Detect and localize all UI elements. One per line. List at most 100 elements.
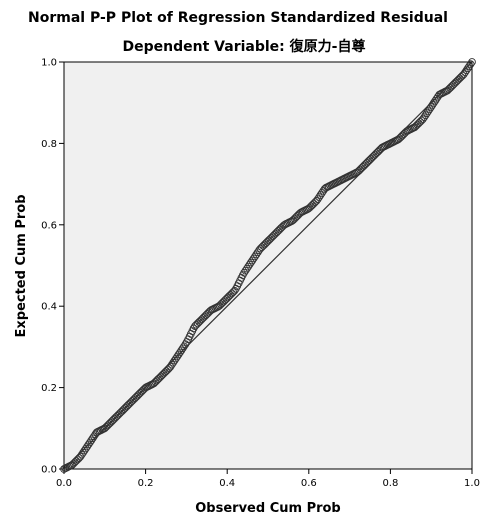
x-tick-label: 0.4 <box>219 478 235 489</box>
data-point <box>271 229 280 238</box>
data-point <box>289 216 298 224</box>
data-point <box>260 240 269 249</box>
data-point <box>259 241 268 250</box>
data-point <box>307 202 315 211</box>
data-point <box>227 289 236 298</box>
data-point <box>267 233 276 242</box>
data-point <box>83 442 92 451</box>
data-point <box>116 409 124 418</box>
data-point <box>203 310 212 318</box>
chart-title: Normal P-P Plot of Regression Standardiz… <box>28 10 448 26</box>
data-point <box>133 391 142 400</box>
y-axis-ticks: 0.0 0.2 0.4 0.6 0.8 1.0 <box>41 58 64 476</box>
data-point <box>172 354 180 363</box>
x-tick-label: 0.8 <box>382 478 398 489</box>
data-point <box>268 232 277 241</box>
data-point <box>72 456 81 465</box>
data-point <box>221 296 229 305</box>
data-point <box>304 204 313 213</box>
data-point <box>136 388 145 397</box>
data-point <box>114 410 123 419</box>
data-point <box>191 322 199 330</box>
data-point <box>356 165 364 174</box>
data-point <box>150 379 158 388</box>
data-point <box>318 189 326 197</box>
data-point <box>241 266 250 275</box>
data-point <box>450 79 459 88</box>
data-point <box>106 418 115 427</box>
data-point <box>178 344 187 353</box>
x-tick-label: 1.0 <box>464 478 480 489</box>
data-point <box>230 286 239 295</box>
data-point <box>273 228 281 237</box>
data-point <box>361 160 370 168</box>
data-point <box>363 158 371 167</box>
data-point <box>447 82 456 91</box>
data-point <box>398 131 407 140</box>
data-point <box>121 403 130 412</box>
data-point <box>412 122 420 130</box>
data-point <box>88 434 97 443</box>
data-point <box>308 201 317 209</box>
data-point <box>222 295 231 303</box>
data-point <box>443 86 452 95</box>
data-point <box>219 297 228 306</box>
data-point <box>163 365 172 374</box>
data-point <box>166 362 175 371</box>
data-point <box>107 417 116 426</box>
data-point <box>193 319 202 328</box>
data-point <box>167 360 176 369</box>
y-tick-label: 0.0 <box>41 465 57 476</box>
data-point <box>180 342 188 351</box>
data-point <box>459 70 468 79</box>
data-point <box>421 111 430 119</box>
data-point <box>315 193 324 201</box>
data-point <box>217 300 225 309</box>
data-point <box>451 78 460 87</box>
data-point <box>77 450 86 459</box>
data-point <box>395 134 404 143</box>
data-point <box>152 376 161 385</box>
data-point <box>87 436 96 445</box>
data-point <box>309 199 318 208</box>
data-point <box>266 235 274 243</box>
data-point <box>113 412 122 420</box>
y-axis-title: Expected Cum Prob <box>14 195 29 338</box>
data-point <box>240 268 248 277</box>
data-point <box>305 203 314 212</box>
y-tick-label: 0.4 <box>41 302 57 313</box>
x-tick-label: 0.2 <box>138 478 154 489</box>
data-point <box>249 254 258 263</box>
data-point <box>401 128 409 137</box>
data-point <box>461 68 470 77</box>
y-tick-label: 0.6 <box>41 220 57 231</box>
data-point <box>151 378 160 386</box>
data-point <box>109 416 117 424</box>
data-point <box>110 414 119 423</box>
data-point <box>424 107 433 115</box>
data-point <box>81 444 90 453</box>
data-point <box>169 358 178 367</box>
data-point <box>248 256 257 265</box>
data-point <box>79 448 87 457</box>
data-point <box>464 64 472 72</box>
data-point <box>251 252 259 261</box>
data-point <box>86 438 94 447</box>
chart-subtitle: Dependent Variable: 復原力-自尊 <box>123 38 366 55</box>
data-point <box>162 367 171 375</box>
data-point <box>76 452 85 461</box>
data-point <box>462 66 471 75</box>
x-tick-label: 0.0 <box>56 478 72 489</box>
data-point <box>444 85 453 94</box>
data-point <box>73 455 82 464</box>
data-point <box>316 191 325 199</box>
data-point <box>292 213 300 222</box>
data-point <box>425 105 434 113</box>
y-tick-label: 0.8 <box>41 139 57 150</box>
data-point <box>397 133 405 141</box>
data-point <box>446 83 455 92</box>
data-point <box>360 161 369 170</box>
data-point <box>68 461 77 469</box>
data-point <box>159 369 168 378</box>
